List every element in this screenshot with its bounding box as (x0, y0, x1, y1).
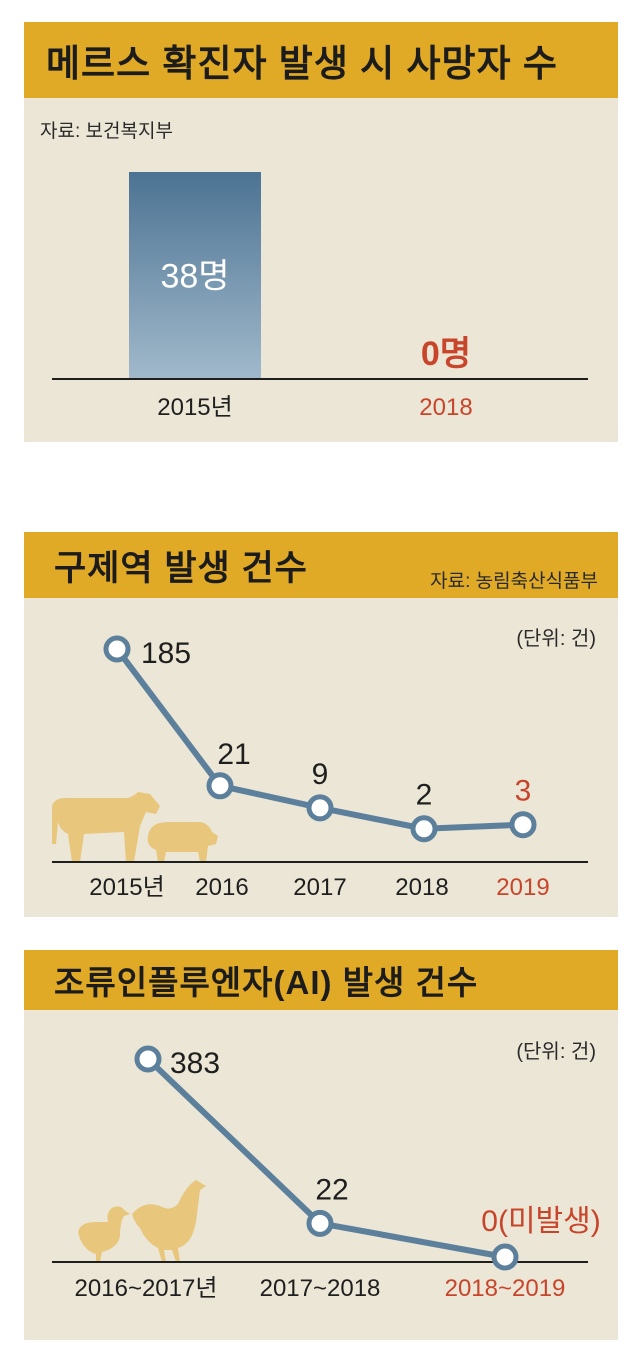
ai-category-0: 2016~2017년 (75, 1275, 218, 1302)
ai-title-band: 조류인플루엔자(AI) 발생 건수 (24, 950, 618, 1010)
fmd-value-label-4: 3 (515, 775, 532, 808)
cow-icon (52, 792, 160, 862)
fmd-point-0 (103, 635, 131, 663)
mers-bar-2015 (129, 172, 261, 379)
ai-value-label-2: 0(미발생) (481, 1205, 600, 1238)
mers-category-2015: 2015년 (157, 394, 232, 421)
fmd-point-2 (306, 794, 334, 822)
fmd-value-label-3: 2 (416, 779, 433, 812)
ai-point-0 (134, 1045, 162, 1073)
ai-point-1 (306, 1209, 334, 1237)
fmd-category-4: 2019 (496, 874, 549, 901)
ai-value-label-1: 22 (315, 1173, 348, 1206)
fmd-value-label-1: 21 (217, 738, 250, 771)
ai-panel (24, 950, 618, 1340)
fmd-source: 자료: 농림축산식품부 (430, 571, 598, 592)
fmd-unit: (단위: 건) (516, 628, 596, 650)
mers-title-band: 메르스 확진자 발생 시 사망자 수 (24, 22, 618, 98)
duck-icon (78, 1206, 130, 1262)
fmd-value-label-0: 185 (141, 637, 191, 670)
fmd-category-0: 2015년 (89, 874, 164, 901)
ai-category-2: 2018~2019 (445, 1275, 566, 1302)
mers-category-2018: 2018 (419, 394, 472, 421)
mers-value-label-2018: 0명 (421, 335, 471, 373)
fmd-title-band: 구제역 발생 건수 자료: 농림축산식품부 (24, 532, 618, 598)
ai-unit: (단위: 건) (516, 1041, 596, 1063)
mers-source: 자료: 보건복지부 (40, 121, 173, 142)
ai-point-2 (491, 1243, 519, 1271)
ai-category-1: 2017~2018 (260, 1275, 381, 1302)
fmd-point-1 (206, 772, 234, 800)
ai-value-label-0: 383 (170, 1047, 220, 1080)
fmd-category-3: 2018 (395, 874, 448, 901)
fmd-point-3 (410, 815, 438, 843)
mers-title: 메르스 확진자 발생 시 사망자 수 (46, 43, 558, 84)
pig-icon (147, 822, 218, 862)
chicken-icon (132, 1180, 206, 1262)
mers-value-label-2015: 38명 (160, 258, 229, 296)
fmd-category-2: 2017 (293, 874, 346, 901)
ai-title: 조류인플루엔자(AI) 발생 건수 (54, 964, 479, 1001)
fmd-value-label-2: 9 (312, 758, 329, 791)
fmd-point-4 (509, 811, 537, 839)
fmd-title: 구제역 발생 건수 (54, 548, 308, 588)
fmd-category-1: 2016 (195, 874, 248, 901)
